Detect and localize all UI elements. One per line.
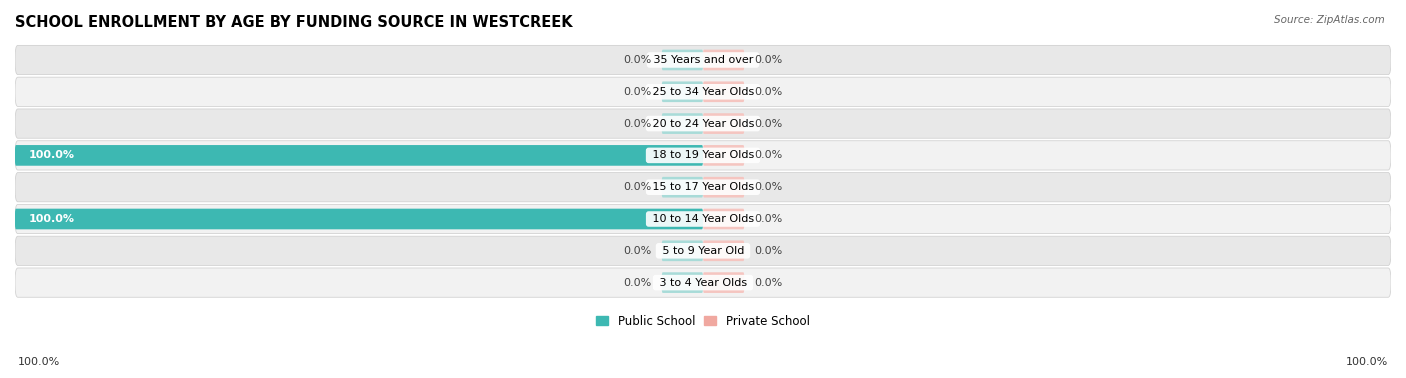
- Text: 0.0%: 0.0%: [755, 182, 783, 192]
- Text: 0.0%: 0.0%: [755, 119, 783, 129]
- FancyBboxPatch shape: [15, 173, 1391, 202]
- FancyBboxPatch shape: [703, 81, 744, 102]
- Text: 0.0%: 0.0%: [755, 277, 783, 288]
- Text: SCHOOL ENROLLMENT BY AGE BY FUNDING SOURCE IN WESTCREEK: SCHOOL ENROLLMENT BY AGE BY FUNDING SOUR…: [15, 15, 572, 30]
- FancyBboxPatch shape: [662, 272, 703, 293]
- Text: 0.0%: 0.0%: [623, 119, 651, 129]
- Legend: Public School, Private School: Public School, Private School: [592, 310, 814, 332]
- Text: 35 Years and over: 35 Years and over: [650, 55, 756, 65]
- Text: 100.0%: 100.0%: [18, 357, 60, 367]
- Text: 15 to 17 Year Olds: 15 to 17 Year Olds: [648, 182, 758, 192]
- FancyBboxPatch shape: [15, 236, 1391, 265]
- FancyBboxPatch shape: [703, 272, 744, 293]
- FancyBboxPatch shape: [15, 268, 1391, 297]
- Text: 0.0%: 0.0%: [755, 150, 783, 160]
- FancyBboxPatch shape: [15, 45, 1391, 74]
- FancyBboxPatch shape: [703, 113, 744, 134]
- FancyBboxPatch shape: [15, 109, 1391, 138]
- Text: 100.0%: 100.0%: [28, 150, 75, 160]
- Text: 0.0%: 0.0%: [755, 87, 783, 97]
- FancyBboxPatch shape: [703, 145, 744, 166]
- FancyBboxPatch shape: [15, 209, 703, 229]
- Text: 0.0%: 0.0%: [623, 277, 651, 288]
- FancyBboxPatch shape: [703, 50, 744, 70]
- FancyBboxPatch shape: [15, 77, 1391, 107]
- FancyBboxPatch shape: [15, 141, 1391, 170]
- Text: 3 to 4 Year Olds: 3 to 4 Year Olds: [655, 277, 751, 288]
- Text: 100.0%: 100.0%: [28, 214, 75, 224]
- FancyBboxPatch shape: [703, 177, 744, 198]
- Text: 0.0%: 0.0%: [755, 55, 783, 65]
- FancyBboxPatch shape: [662, 177, 703, 198]
- Text: 18 to 19 Year Olds: 18 to 19 Year Olds: [648, 150, 758, 160]
- Text: 0.0%: 0.0%: [623, 182, 651, 192]
- FancyBboxPatch shape: [703, 209, 744, 229]
- FancyBboxPatch shape: [662, 240, 703, 261]
- FancyBboxPatch shape: [15, 145, 703, 166]
- Text: 0.0%: 0.0%: [755, 246, 783, 256]
- Text: 5 to 9 Year Old: 5 to 9 Year Old: [658, 246, 748, 256]
- Text: 0.0%: 0.0%: [623, 246, 651, 256]
- Text: 0.0%: 0.0%: [755, 214, 783, 224]
- FancyBboxPatch shape: [703, 240, 744, 261]
- FancyBboxPatch shape: [15, 204, 1391, 234]
- Text: Source: ZipAtlas.com: Source: ZipAtlas.com: [1274, 15, 1385, 25]
- Text: 0.0%: 0.0%: [623, 55, 651, 65]
- FancyBboxPatch shape: [662, 50, 703, 70]
- FancyBboxPatch shape: [662, 113, 703, 134]
- FancyBboxPatch shape: [662, 81, 703, 102]
- Text: 25 to 34 Year Olds: 25 to 34 Year Olds: [648, 87, 758, 97]
- Text: 100.0%: 100.0%: [1346, 357, 1388, 367]
- Text: 0.0%: 0.0%: [623, 87, 651, 97]
- Text: 10 to 14 Year Olds: 10 to 14 Year Olds: [648, 214, 758, 224]
- Text: 20 to 24 Year Olds: 20 to 24 Year Olds: [648, 119, 758, 129]
